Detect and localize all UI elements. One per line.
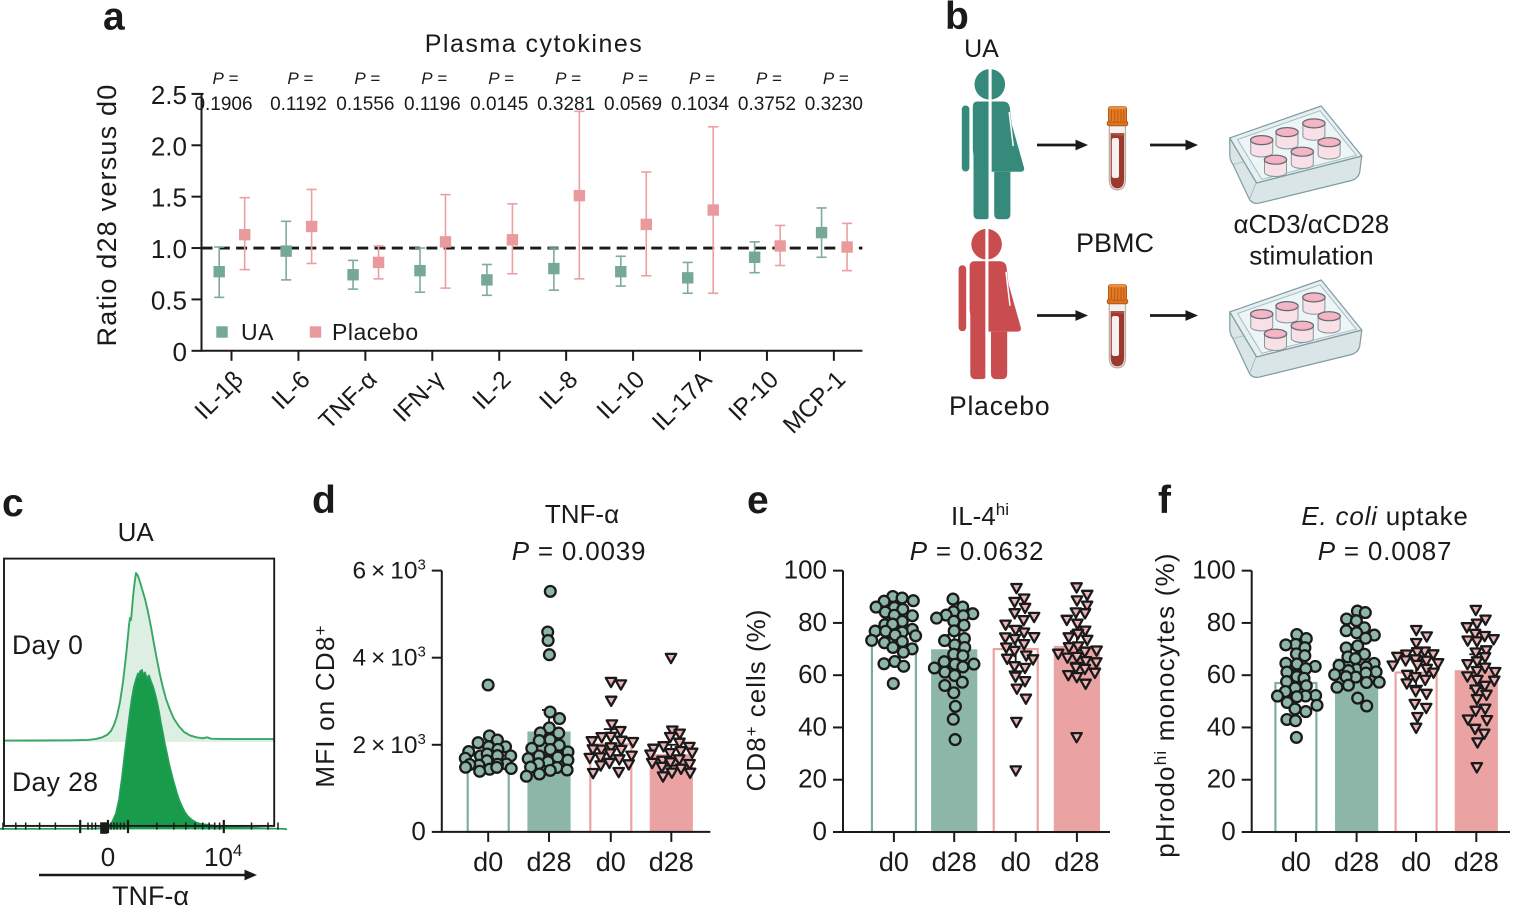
svg-text:CD8+ cells (%): CD8+ cells (%) bbox=[741, 609, 771, 792]
svg-text:MFI on CD8+: MFI on CD8+ bbox=[310, 624, 340, 787]
svg-text:60: 60 bbox=[798, 659, 827, 689]
svg-text:0.5: 0.5 bbox=[151, 285, 187, 315]
svg-text:0: 0 bbox=[813, 816, 827, 846]
svg-text:60: 60 bbox=[1207, 659, 1236, 689]
svg-text:d28: d28 bbox=[526, 847, 571, 877]
svg-text:40: 40 bbox=[798, 711, 827, 741]
svg-text:100: 100 bbox=[1192, 555, 1235, 585]
svg-text:0.3752: 0.3752 bbox=[738, 94, 796, 115]
svg-text:f: f bbox=[1158, 479, 1172, 522]
svg-text:d0: d0 bbox=[596, 847, 626, 877]
svg-text:d28: d28 bbox=[1334, 847, 1379, 877]
svg-text:1.0: 1.0 bbox=[151, 234, 187, 264]
svg-text:P =: P = bbox=[756, 69, 782, 88]
svg-text:6 × 103: 6 × 103 bbox=[352, 557, 425, 585]
svg-text:2.0: 2.0 bbox=[151, 131, 187, 161]
svg-text:0.0145: 0.0145 bbox=[470, 94, 528, 115]
svg-text:P =: P = bbox=[354, 69, 380, 88]
svg-text:0: 0 bbox=[173, 337, 187, 367]
svg-text:P =: P = bbox=[823, 69, 849, 88]
svg-text:0: 0 bbox=[101, 842, 115, 872]
svg-text:4 × 103: 4 × 103 bbox=[352, 644, 425, 672]
svg-text:P =: P = bbox=[287, 69, 313, 88]
svg-text:Ratio d28 versus d0: Ratio d28 versus d0 bbox=[92, 84, 122, 347]
svg-text:80: 80 bbox=[798, 607, 827, 637]
svg-text:d28: d28 bbox=[1054, 847, 1099, 877]
svg-text:Day 28: Day 28 bbox=[12, 767, 98, 797]
svg-text:E. coli uptake: E. coli uptake bbox=[1301, 501, 1468, 531]
svg-text:1.5: 1.5 bbox=[151, 183, 187, 213]
svg-text:UA: UA bbox=[964, 35, 999, 63]
svg-text:a: a bbox=[103, 0, 125, 39]
svg-text:PBMC: PBMC bbox=[1076, 228, 1154, 258]
svg-text:P =: P = bbox=[555, 69, 581, 88]
svg-text:e: e bbox=[747, 479, 769, 522]
svg-text:d28: d28 bbox=[1454, 847, 1499, 877]
svg-text:P = 0.0632: P = 0.0632 bbox=[910, 536, 1045, 566]
svg-text:0.3281: 0.3281 bbox=[537, 94, 595, 115]
svg-text:0.1906: 0.1906 bbox=[194, 94, 252, 115]
svg-text:d0: d0 bbox=[1001, 847, 1031, 877]
svg-text:80: 80 bbox=[1207, 607, 1236, 637]
svg-text:TNF-α: TNF-α bbox=[545, 499, 619, 529]
svg-text:Day 0: Day 0 bbox=[12, 630, 83, 660]
svg-text:0: 0 bbox=[411, 816, 425, 846]
svg-text:P = 0.0039: P = 0.0039 bbox=[512, 536, 647, 566]
svg-text:100: 100 bbox=[784, 555, 827, 585]
svg-text:d28: d28 bbox=[932, 847, 977, 877]
svg-text:Placebo: Placebo bbox=[949, 391, 1050, 421]
svg-text:stimulation: stimulation bbox=[1249, 241, 1373, 271]
svg-text:b: b bbox=[945, 0, 969, 38]
svg-text:UA: UA bbox=[241, 319, 274, 345]
svg-text:2 × 103: 2 × 103 bbox=[352, 731, 425, 759]
svg-text:d: d bbox=[312, 479, 336, 522]
svg-text:P =: P = bbox=[689, 69, 715, 88]
svg-text:d0: d0 bbox=[1401, 847, 1431, 877]
svg-text:20: 20 bbox=[798, 764, 827, 794]
svg-text:P = 0.0087: P = 0.0087 bbox=[1318, 536, 1453, 566]
svg-text:d0: d0 bbox=[879, 847, 909, 877]
svg-text:0.1034: 0.1034 bbox=[671, 94, 730, 115]
svg-text:2.5: 2.5 bbox=[151, 80, 187, 110]
svg-text:d0: d0 bbox=[473, 847, 503, 877]
svg-text:0.1556: 0.1556 bbox=[336, 94, 394, 115]
svg-text:c: c bbox=[2, 482, 24, 525]
svg-text:P =: P = bbox=[421, 69, 447, 88]
svg-text:d0: d0 bbox=[1281, 847, 1311, 877]
svg-text:P =: P = bbox=[488, 69, 514, 88]
svg-text:Placebo: Placebo bbox=[332, 319, 419, 345]
svg-text:pHrodohi monocytes (%): pHrodohi monocytes (%) bbox=[1150, 552, 1180, 858]
svg-text:P =: P = bbox=[213, 69, 239, 88]
svg-text:0.0569: 0.0569 bbox=[604, 94, 662, 115]
svg-text:UA: UA bbox=[118, 517, 155, 547]
svg-text:Plasma cytokines: Plasma cytokines bbox=[425, 30, 644, 58]
svg-text:TNF-α: TNF-α bbox=[112, 881, 189, 911]
svg-text:αCD3/αCD28: αCD3/αCD28 bbox=[1234, 209, 1390, 239]
svg-text:0: 0 bbox=[1221, 816, 1235, 846]
svg-text:P =: P = bbox=[622, 69, 648, 88]
svg-text:0.1196: 0.1196 bbox=[404, 94, 461, 115]
svg-text:0.1192: 0.1192 bbox=[270, 94, 327, 115]
svg-text:0.3230: 0.3230 bbox=[805, 94, 863, 115]
svg-text:40: 40 bbox=[1207, 711, 1236, 741]
svg-text:20: 20 bbox=[1207, 764, 1236, 794]
svg-text:d28: d28 bbox=[649, 847, 694, 877]
